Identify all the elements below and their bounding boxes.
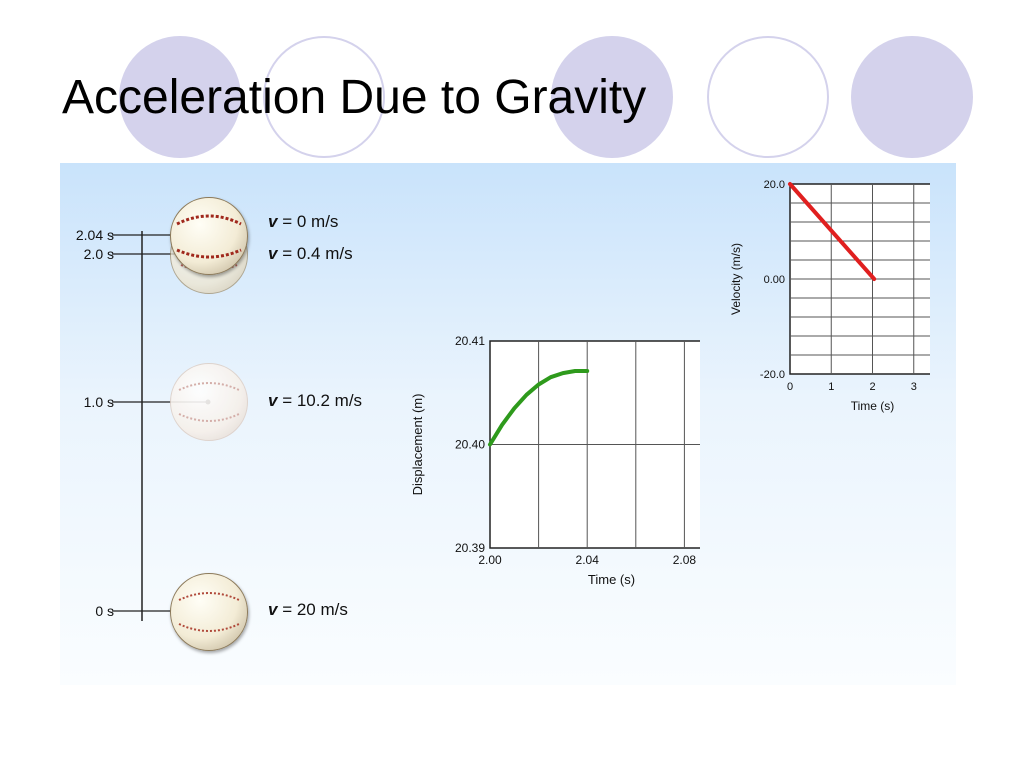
- velocity-label-1-0s: v = 10.2 m/s: [268, 391, 363, 410]
- velocity-label-2-0s: v = 0.4 m/s: [268, 244, 353, 263]
- velocity-label-2-04s: v = 0 m/s: [268, 212, 339, 231]
- decorative-circle-2: [551, 36, 673, 158]
- y-tick-label: 20.40: [455, 438, 485, 452]
- y-tick-label: 0.00: [764, 274, 785, 286]
- decorative-ring-2: [707, 36, 829, 158]
- time-label-1-0s: 1.0 s: [83, 394, 114, 410]
- decorative-circle-3: [851, 36, 973, 158]
- x-tick-label: 2: [869, 381, 875, 393]
- x-tick-label: 2.04: [576, 553, 600, 567]
- x-tick-label: 2.08: [673, 553, 697, 567]
- x-tick-label: 3: [911, 381, 917, 393]
- x-tick-label: 1: [828, 381, 834, 393]
- x-tick-label: 0: [787, 381, 793, 393]
- y-tick-label: 20.41: [455, 334, 485, 348]
- displacement-chart: 2.00 2.04 2.08 20.39 20.40 20.41 Time (s) Displ…: [410, 334, 700, 587]
- series-line: [488, 369, 590, 447]
- y-tick-label: 20.0: [764, 179, 785, 191]
- figure-panel: 2.04 s 2.0 s 1.0 s 0 s v = 0 m/s v = 0.4…: [60, 163, 956, 685]
- time-label-0s: 0 s: [95, 603, 114, 619]
- velocity-label-0s: v = 20 m/s: [268, 600, 348, 619]
- slide-title: Acceleration Due to Gravity: [62, 71, 647, 124]
- y-tick-label: -20.0: [760, 369, 785, 381]
- series-line: [788, 182, 877, 281]
- x-axis-label: Time (s): [588, 572, 635, 587]
- y-axis-label: Displacement (m): [410, 394, 425, 496]
- baseball-0s: [170, 573, 248, 651]
- baseball-1-0s: [170, 363, 248, 441]
- y-axis-label: Velocity (m/s): [729, 243, 743, 315]
- decorative-ring-1: [263, 36, 385, 158]
- time-label-2-04s: 2.04 s: [75, 227, 114, 243]
- time-label-2-0s: 2.0 s: [83, 246, 114, 262]
- y-tick-label: 20.39: [455, 541, 485, 555]
- decorative-circle-1: [119, 36, 241, 158]
- x-tick-label: 2.00: [478, 553, 502, 567]
- baseball-2-04s: [170, 197, 248, 275]
- x-axis-label: Time (s): [851, 399, 895, 413]
